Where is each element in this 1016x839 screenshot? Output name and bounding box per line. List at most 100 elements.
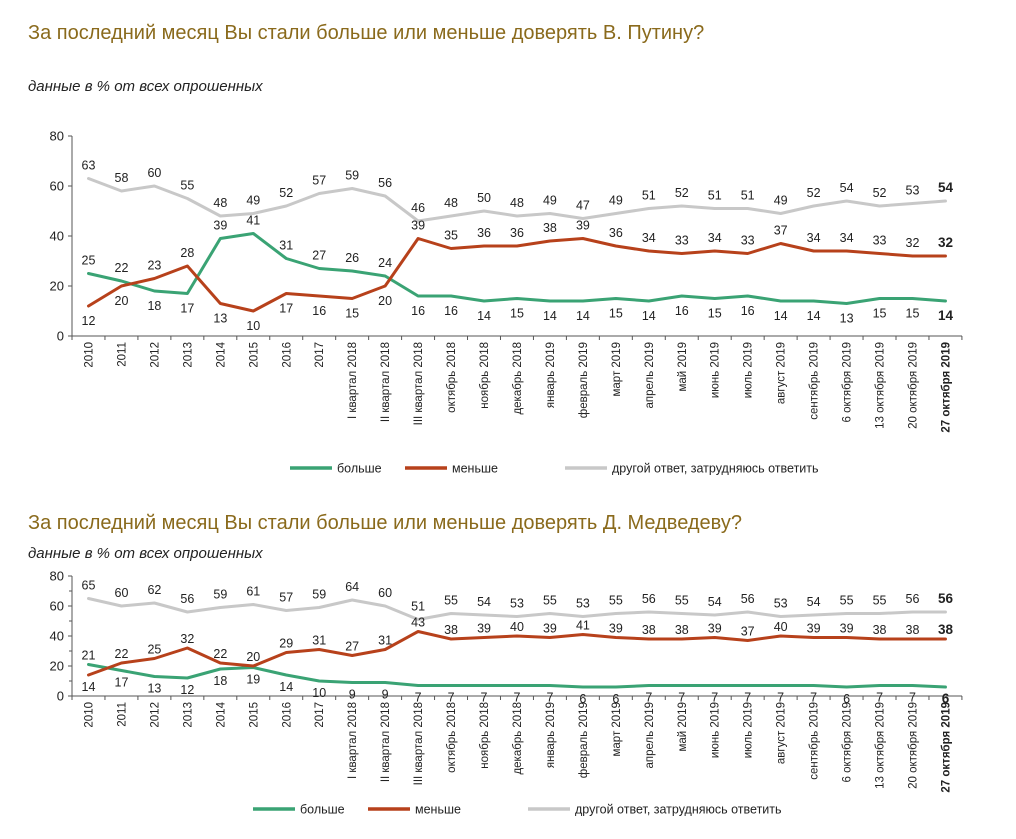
chart1-data-label: 13 — [840, 312, 854, 326]
chart1-data-label: 33 — [675, 234, 689, 248]
chart2-data-label: 56 — [180, 592, 194, 606]
chart2-data-label: 59 — [213, 588, 227, 602]
chart1-data-label: 49 — [543, 194, 557, 208]
chart1-data-label: 14 — [642, 309, 656, 323]
chart1-data-label: 52 — [807, 186, 821, 200]
chart2-x-tick-label: март 2019 — [611, 702, 623, 757]
chart1-data-label: 14 — [477, 309, 491, 323]
chart2-subtitle: данные в % от всех опрошенных — [28, 545, 263, 562]
chart1-series-line-0 — [87, 232, 947, 305]
chart1-data-label: 60 — [147, 166, 161, 180]
chart1-data-label: 52 — [873, 186, 887, 200]
chart1-data-label: 52 — [279, 186, 293, 200]
chart1-x-tick-label: III квартал 2018 — [413, 342, 425, 425]
chart1-x-tick-label: июль 2019 — [743, 342, 755, 398]
chart2-data-label: 7 — [546, 691, 553, 705]
chart1-data-label: 51 — [708, 189, 722, 203]
chart1-data-label: 36 — [609, 226, 623, 240]
chart2-data-label: 64 — [345, 580, 359, 594]
chart1-x-tick-label: январь 2019 — [545, 342, 557, 408]
chart2-x-tick-label: 2013 — [182, 702, 194, 728]
chart2-data-label: 7 — [645, 691, 652, 705]
chart1-data-label: 39 — [213, 219, 227, 233]
chart1-data-label: 49 — [609, 194, 623, 208]
chart1-data-label: 15 — [609, 307, 623, 321]
chart1-x-tick-label: май 2019 — [677, 342, 689, 392]
chart1-legend-label-0: больше — [337, 462, 382, 476]
chart1-data-label: 15 — [873, 307, 887, 321]
chart2-data-label: 7 — [415, 691, 422, 705]
chart2-x-tick-label: январь 2019 — [545, 702, 557, 768]
chart1-x-tick-label: 2015 — [248, 342, 260, 368]
chart1-data-label: 37 — [774, 224, 788, 238]
chart2-x-tick-label: октябрь 2018 — [446, 702, 458, 773]
chart2-data-label: 32 — [180, 632, 194, 646]
chart1-data-label: 14 — [543, 309, 557, 323]
chart2-data-label: 53 — [576, 597, 590, 611]
chart1-data-label: 32 — [938, 235, 953, 250]
chart2-data-label: 13 — [147, 682, 161, 696]
chart2-y-tick-label: 0 — [57, 689, 64, 704]
chart2-data-label: 39 — [477, 622, 491, 636]
chart1-data-label: 34 — [642, 231, 656, 245]
chart2-data-label: 54 — [807, 595, 821, 609]
chart1-data-label: 26 — [345, 251, 359, 265]
chart2-data-label: 38 — [906, 623, 920, 637]
chart2-data-label: 31 — [378, 634, 392, 648]
chart1-data-label: 16 — [444, 304, 458, 318]
chart2-data-label: 7 — [711, 691, 718, 705]
chart2-data-label: 62 — [147, 583, 161, 597]
chart1-data-label: 15 — [510, 307, 524, 321]
chart1-y-tick-label: 80 — [50, 129, 64, 144]
chart2-legend-label-1: меньше — [415, 803, 461, 817]
chart1-subtitle: данные в % от всех опрошенных — [28, 78, 263, 95]
chart1-data-label: 18 — [147, 299, 161, 313]
chart2-data-label: 54 — [708, 595, 722, 609]
chart2-data-label: 6 — [843, 692, 850, 706]
chart2-data-label: 31 — [312, 634, 326, 648]
chart1-data-label: 35 — [444, 229, 458, 243]
chart2-data-label: 7 — [481, 691, 488, 705]
chart1-x-tick-label: 2013 — [182, 342, 194, 368]
chart1-data-label: 17 — [180, 302, 194, 316]
chart2-data-label: 38 — [444, 623, 458, 637]
chart1-y-tick-label: 60 — [50, 179, 64, 194]
chart1-x-tick-label: 2017 — [314, 342, 326, 368]
chart2-data-label: 55 — [543, 594, 557, 608]
chart1-data-label: 25 — [82, 254, 96, 268]
chart2-data-label: 55 — [675, 594, 689, 608]
chart1-data-label: 51 — [642, 189, 656, 203]
chart2-data-label: 7 — [777, 691, 784, 705]
chart2-x-tick-label: 2011 — [116, 702, 128, 727]
chart1-data-label: 48 — [510, 196, 524, 210]
chart2-data-label: 39 — [840, 622, 854, 636]
chart1-data-label: 39 — [411, 219, 425, 233]
chart1-data-label: 48 — [444, 196, 458, 210]
chart1-data-label: 53 — [906, 184, 920, 198]
chart1-data-label: 31 — [279, 239, 293, 253]
chart2-data-label: 39 — [807, 622, 821, 636]
chart1-data-label: 50 — [477, 191, 491, 205]
chart2-y-tick-label: 60 — [50, 599, 64, 614]
chart1-data-label: 22 — [115, 261, 129, 275]
chart2-x-tick-label: 2015 — [248, 702, 260, 728]
chart2-data-label: 7 — [810, 691, 817, 705]
chart1-legend-label-2: другой ответ, затрудняюсь ответить — [612, 462, 819, 476]
chart2-legend-label-0: больше — [300, 803, 345, 817]
chart1-series-line-2 — [87, 177, 947, 223]
chart1-data-label: 16 — [312, 304, 326, 318]
chart2-data-label: 40 — [510, 620, 524, 634]
chart2-data-label: 10 — [312, 686, 326, 700]
chart1-x-tick-label: апрель 2019 — [644, 342, 656, 409]
chart1-data-label: 39 — [576, 219, 590, 233]
chart2-data-label: 43 — [411, 616, 425, 630]
chart1-data-label: 54 — [938, 180, 954, 195]
chart2-data-label: 7 — [448, 691, 455, 705]
chart2-data-label: 21 — [82, 649, 96, 663]
chart2-data-label: 38 — [642, 623, 656, 637]
chart1-data-label: 23 — [147, 259, 161, 273]
chart1-data-label: 14 — [807, 309, 821, 323]
chart1-x-tick-label: 27 октября 2019 — [940, 342, 952, 433]
chart1-x-tick-label: август 2019 — [776, 342, 788, 404]
chart1-data-label: 55 — [180, 179, 194, 193]
